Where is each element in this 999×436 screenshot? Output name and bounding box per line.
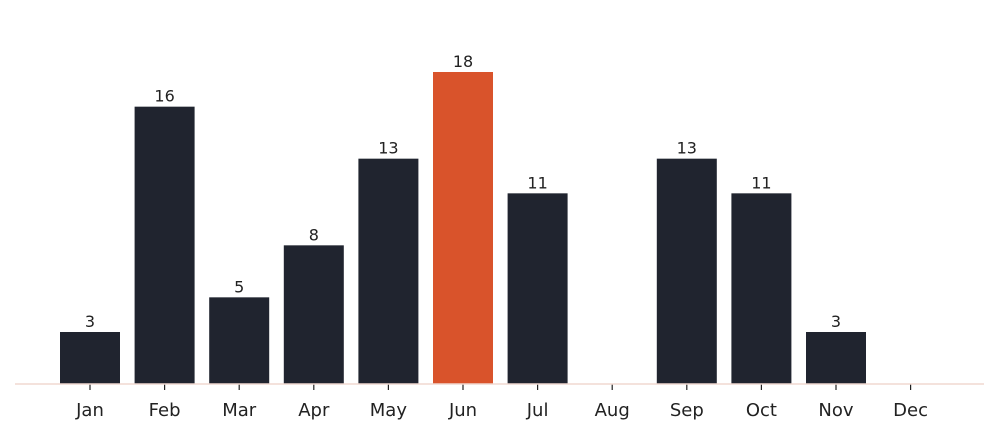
value-label: 11 [751, 173, 771, 192]
bar [507, 193, 568, 384]
value-label: 8 [309, 225, 319, 244]
value-label: 18 [453, 52, 473, 71]
bar [656, 158, 717, 384]
x-tick-label: Aug [595, 400, 630, 421]
bar [209, 297, 270, 384]
bar [60, 332, 120, 384]
x-tick-label: Jul [526, 400, 549, 421]
value-label: 13 [677, 139, 697, 158]
bar [134, 106, 195, 385]
value-label: 3 [831, 312, 841, 331]
value-label: 13 [378, 139, 398, 158]
bar [358, 158, 419, 384]
x-tick-label: Nov [818, 400, 853, 421]
x-tick-label: Jan [75, 400, 104, 421]
value-label: 16 [154, 87, 174, 106]
x-tick-label: Dec [893, 400, 928, 421]
x-tick-label: Oct [746, 400, 777, 421]
bar [433, 72, 493, 384]
bar [731, 193, 792, 384]
value-label: 5 [234, 277, 244, 296]
x-tick-label: Apr [298, 400, 330, 421]
bar [283, 245, 344, 384]
value-label: 3 [85, 312, 95, 331]
x-tick-label: Jun [448, 400, 477, 421]
x-tick-label: Mar [222, 400, 257, 421]
value-label: 11 [527, 173, 547, 192]
x-tick-label: May [370, 400, 408, 421]
bar [806, 332, 866, 384]
x-tick-label: Feb [149, 400, 181, 421]
x-tick-label: Sep [670, 400, 704, 421]
